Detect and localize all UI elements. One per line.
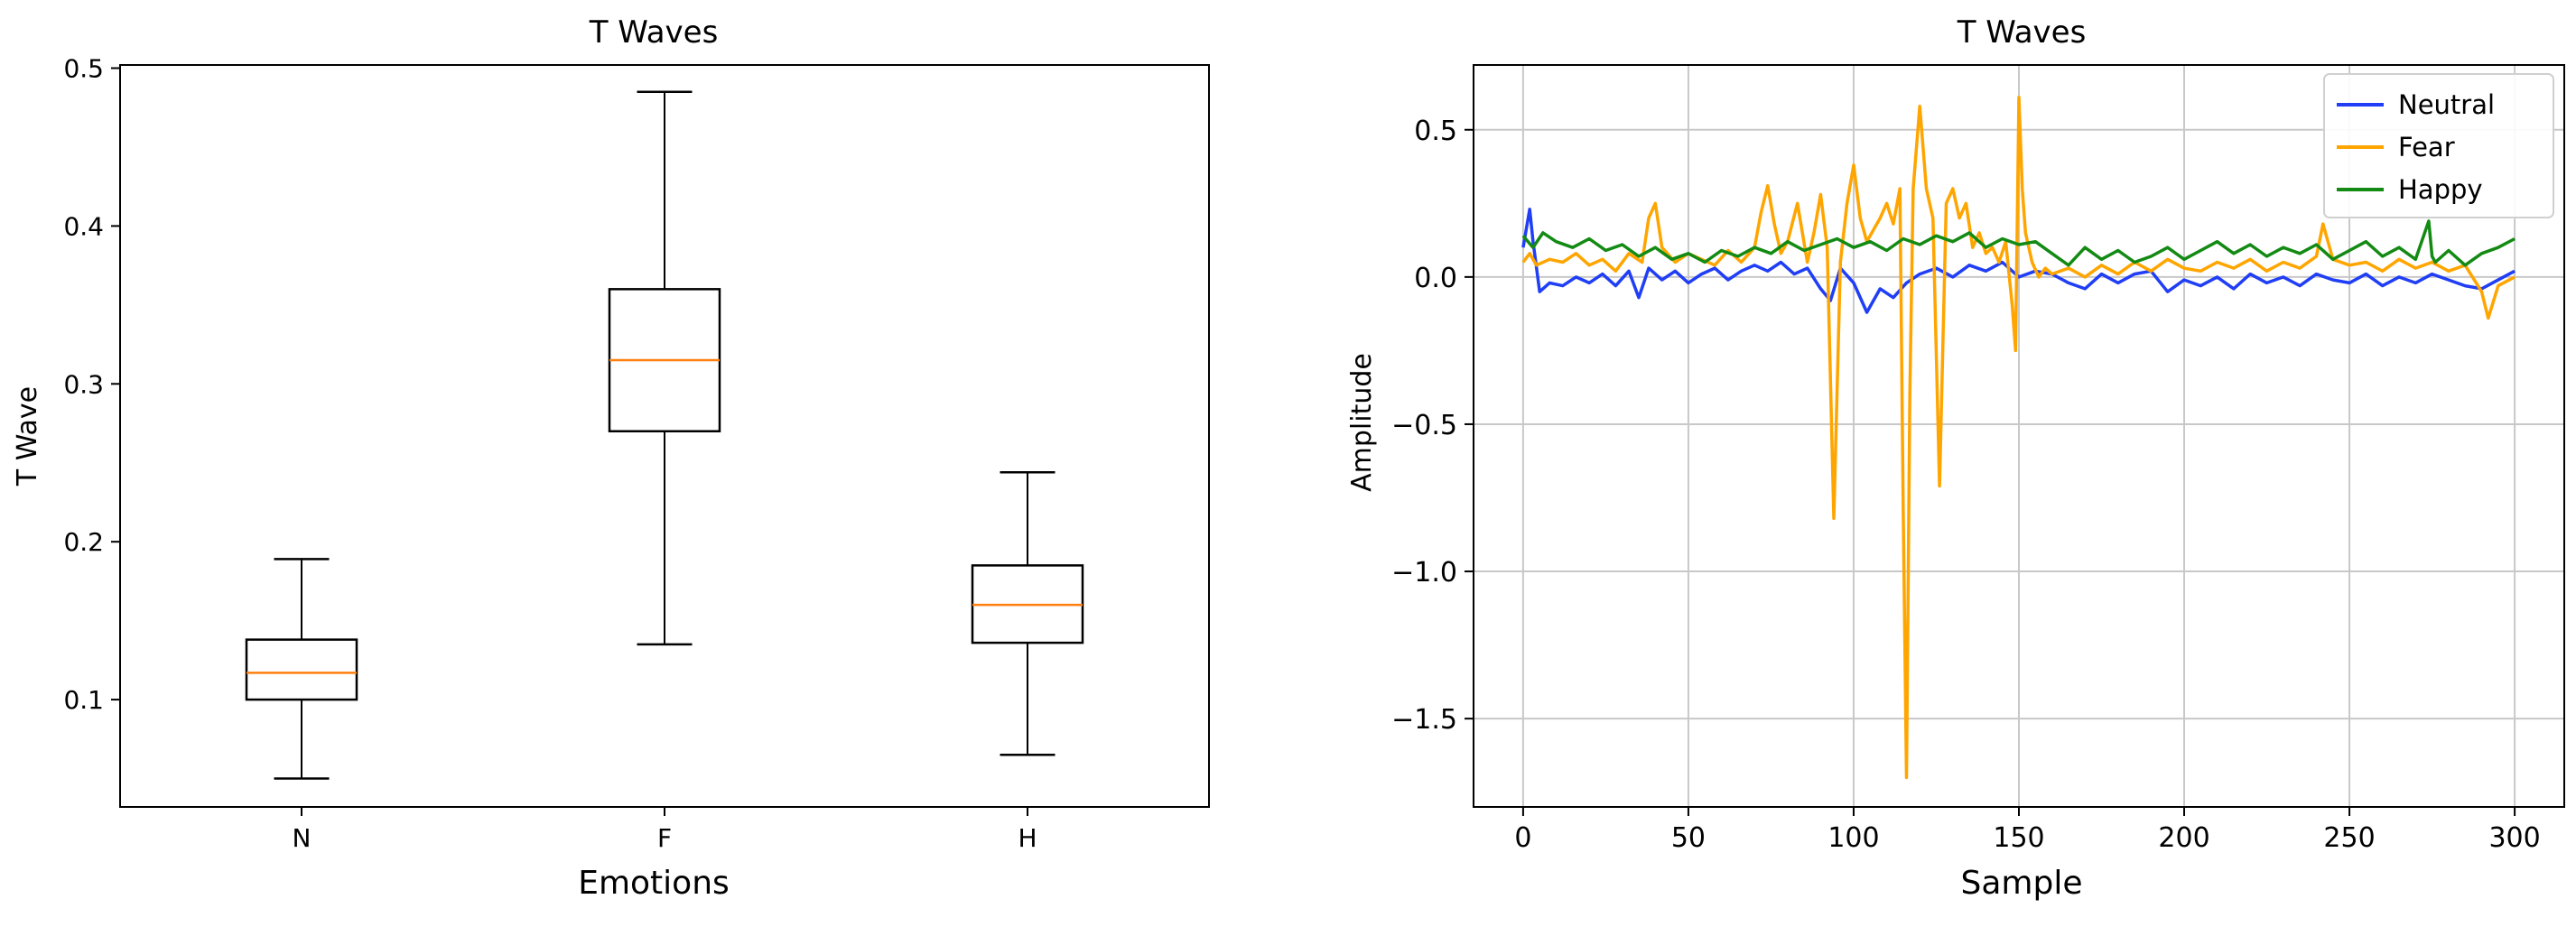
x-tick-label: 200 bbox=[2158, 822, 2209, 854]
box-chart-plot-frame bbox=[119, 64, 1210, 808]
y-tick-label: 0.5 bbox=[63, 53, 104, 83]
iqr-box bbox=[245, 638, 358, 701]
box-F bbox=[608, 90, 721, 646]
y-tick-label: −0.5 bbox=[1391, 410, 1457, 441]
legend-label-neutral: Neutral bbox=[2398, 89, 2495, 120]
box-chart-y-ticks: 0.1 0.2 0.3 0.4 0.5 bbox=[63, 53, 120, 715]
y-tick-label: 0.0 bbox=[1414, 263, 1457, 294]
x-tick-label: F bbox=[657, 823, 672, 853]
x-tick-label: H bbox=[1018, 823, 1037, 853]
y-tick-label: 0.3 bbox=[63, 369, 104, 399]
line-chart-series bbox=[1521, 96, 2516, 780]
box-chart-title: T Waves bbox=[589, 14, 719, 51]
y-tick-label: 0.2 bbox=[63, 527, 104, 557]
legend-label-fear: Fear bbox=[2398, 132, 2455, 162]
line-chart-x-axis-label: Sample bbox=[1961, 865, 2083, 902]
x-tick-label: 300 bbox=[2488, 822, 2540, 854]
line-chart-grid bbox=[1474, 65, 2564, 807]
y-tick-label: 0.4 bbox=[63, 211, 104, 241]
x-tick-label: 0 bbox=[1514, 822, 1531, 854]
y-tick-label: 0.1 bbox=[63, 685, 104, 715]
line-chart-plot-frame bbox=[1473, 64, 2565, 808]
legend-label-happy: Happy bbox=[2398, 174, 2483, 205]
line-chart-title: T Waves bbox=[1957, 14, 2087, 51]
box-N bbox=[245, 558, 358, 780]
line-chart-y-axis-label: Amplitude bbox=[1346, 353, 1378, 492]
x-tick-label: 250 bbox=[2323, 822, 2375, 854]
box-marks bbox=[245, 90, 1084, 780]
x-tick-label: 50 bbox=[1671, 822, 1706, 854]
line-chart-legend: Neutral Fear Happy bbox=[2323, 73, 2554, 218]
y-tick-label: −1.0 bbox=[1391, 557, 1457, 589]
box-plot-chart: T Waves Emotions T Wave 0.10.20.30.40.5 … bbox=[12, 14, 1210, 902]
legend-box bbox=[2323, 73, 2554, 218]
line-chart: T Waves Sample Amplitude −1.5 −1.0 −0.5 0.0… bbox=[1346, 14, 2565, 902]
box-H bbox=[971, 470, 1084, 756]
y-tick-label: 0.5 bbox=[1414, 116, 1457, 147]
box-chart-x-axis-label: Emotions bbox=[578, 865, 730, 902]
line-chart-y-ticks: −1.5 −1.0 −0.5 0.0 0.5 bbox=[1391, 116, 1474, 736]
x-tick-label: 150 bbox=[1993, 822, 2044, 854]
box-chart-y-axis-label: T Wave bbox=[12, 386, 43, 487]
line-chart-x-ticks: 0 50 100 150 200 250 300 bbox=[1514, 807, 2541, 854]
y-tick-label: −1.5 bbox=[1391, 704, 1457, 736]
series-line-happy bbox=[1521, 219, 2516, 267]
x-tick-label: 100 bbox=[1827, 822, 1879, 854]
x-tick-label: N bbox=[293, 823, 312, 853]
